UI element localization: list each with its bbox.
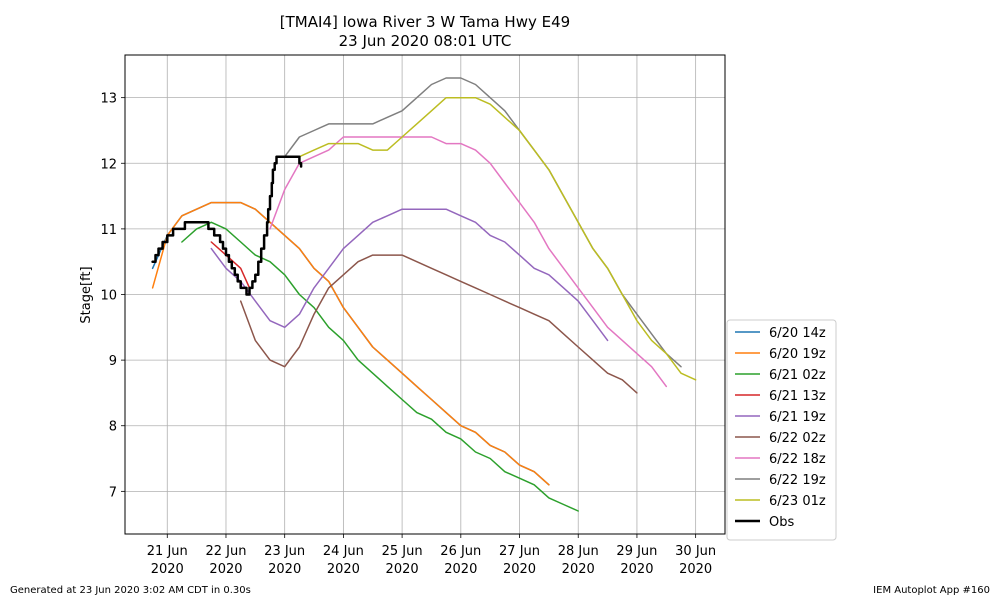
legend: 6/20 14z 6/20 19z 6/21 02z 6/21 13z 6/21 19z… [726,319,837,541]
x-tick-label: 21 Jun [147,544,188,559]
footer-generated-text: Generated at 23 Jun 2020 3:02 AM CDT in … [10,585,251,596]
x-tick-label: 25 Jun [382,544,423,559]
x-tick-label: 27 Jun [499,544,540,559]
chart-title: [TMAI4] Iowa River 3 W Tama Hwy E49 [280,13,570,31]
y-axis-label: Stage[ft] [79,266,94,323]
grid [125,55,725,534]
x-tick-label: 29 Jun [616,544,657,559]
x-tick-label-year: 2020 [444,562,477,577]
series-line-6-20-19z [151,201,550,486]
axes: 21 Jun 2020 22 Jun 2020 23 Jun 2020 24 Jun 2020… [100,92,716,577]
x-tick-label-year: 2020 [151,562,184,577]
series-line-6-21-13z [210,241,251,289]
x-tick-label-year: 2020 [209,562,242,577]
series-line-6-23-01z [298,96,697,381]
legend-box [726,319,837,541]
x-tick-label-year: 2020 [386,562,419,577]
x-tick-label-year: 2020 [620,562,653,577]
y-tick-label: 8 [109,420,117,435]
series-line-6-20-14z [151,201,550,486]
series-line-obs [151,155,303,296]
legend-label: 6/20 14z [769,326,826,341]
y-tick-label: 10 [100,289,117,304]
x-tick-label: 23 Jun [264,544,305,559]
legend-label: Obs [769,515,794,530]
x-tick-label-year: 2020 [562,562,595,577]
x-tick-label: 22 Jun [205,544,246,559]
legend-label: 6/21 13z [769,389,826,404]
legend-label: 6/22 02z [769,431,826,446]
x-tick-label-year: 2020 [327,562,360,577]
x-tick-label: 24 Jun [323,544,364,559]
x-tick-label: 26 Jun [440,544,481,559]
series-line-6-21-02z [181,221,579,512]
x-tick-label: 28 Jun [558,544,599,559]
series-line-6-22-02z [239,254,638,394]
series-lines [151,77,697,512]
y-tick-label: 13 [100,92,117,107]
y-tick-label: 9 [109,354,117,369]
footer-app-label: IEM Autoplot App #160 [873,585,990,596]
legend-label: 6/21 19z [769,410,826,425]
y-tick-label: 12 [100,157,117,172]
x-tick-label-year: 2020 [679,562,712,577]
series-line-6-21-19z [210,208,609,342]
legend-label: 6/21 02z [769,368,826,383]
x-tick-label-year: 2020 [503,562,536,577]
legend-label: 6/22 19z [769,473,826,488]
legend-label: 6/20 19z [769,347,826,362]
x-tick-label: 30 Jun [675,544,716,559]
series-line-6-22-18z [269,136,668,388]
y-tick-label: 7 [109,485,117,500]
legend-label: 6/23 01z [769,494,826,509]
legend-label: 6/22 18z [769,452,826,467]
series-line-6-22-19z [283,77,682,368]
chart-subtitle: 23 Jun 2020 08:01 UTC [339,32,512,50]
y-tick-label: 11 [100,223,117,238]
x-tick-label-year: 2020 [268,562,301,577]
